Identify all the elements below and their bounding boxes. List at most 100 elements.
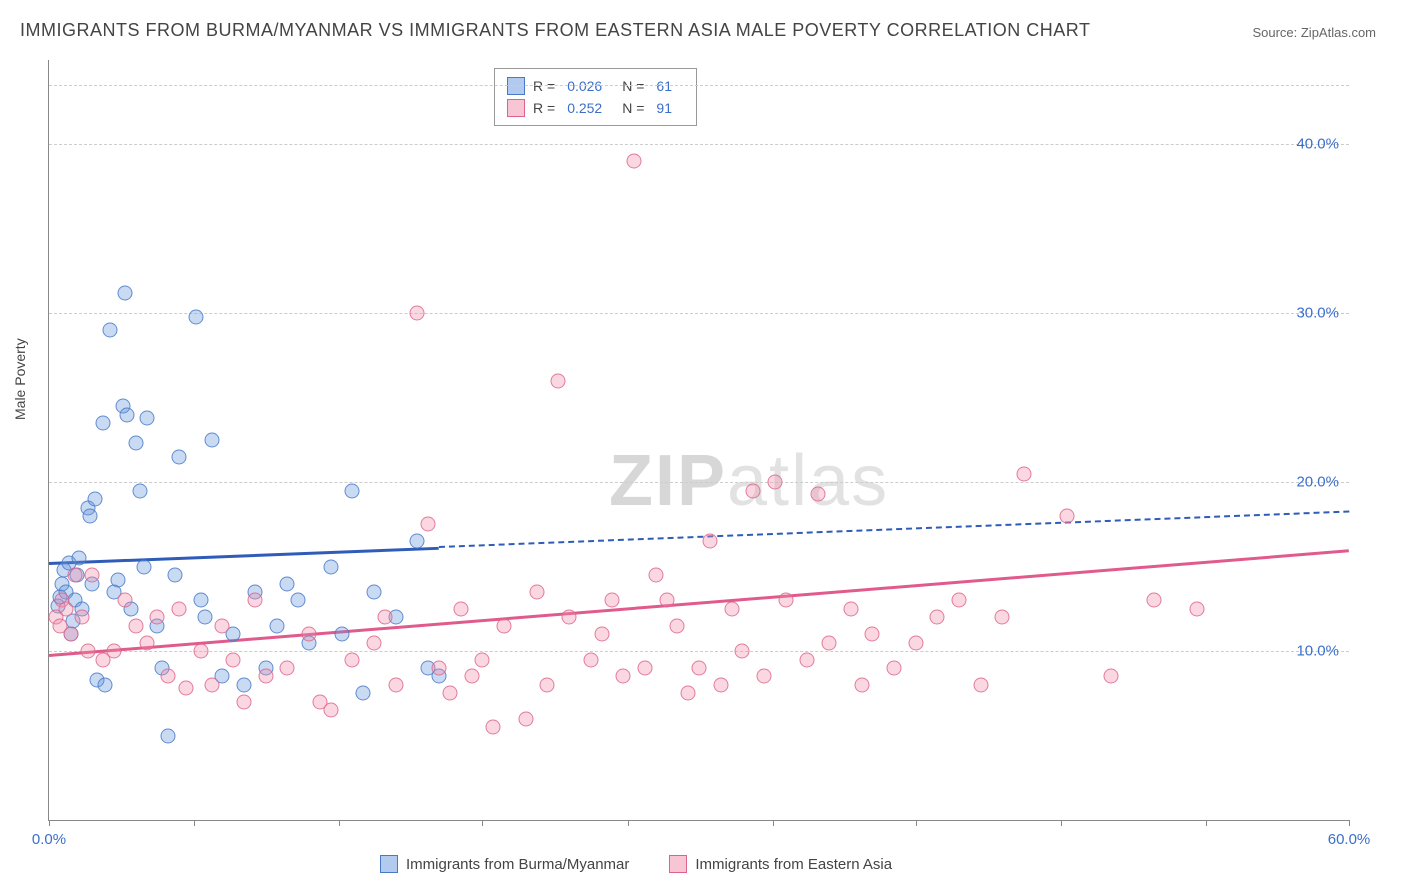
data-point-eastern_asia: [59, 601, 74, 616]
data-point-eastern_asia: [735, 644, 750, 659]
y-axis-label: Male Poverty: [12, 338, 28, 420]
x-tick-mark: [1061, 820, 1062, 826]
data-point-eastern_asia: [63, 627, 78, 642]
data-point-eastern_asia: [302, 627, 317, 642]
data-point-eastern_asia: [562, 610, 577, 625]
x-tick-mark: [194, 820, 195, 826]
data-point-eastern_asia: [583, 652, 598, 667]
data-point-eastern_asia: [1060, 509, 1075, 524]
data-point-eastern_asia: [388, 677, 403, 692]
data-point-eastern_asia: [1017, 466, 1032, 481]
x-tick-mark: [1206, 820, 1207, 826]
watermark: ZIPatlas: [609, 440, 889, 522]
data-point-burma: [102, 323, 117, 338]
data-point-burma: [137, 559, 152, 574]
data-point-burma: [133, 483, 148, 498]
series-legend: Immigrants from Burma/Myanmar Immigrants …: [380, 855, 892, 873]
data-point-burma: [167, 568, 182, 583]
data-point-burma: [367, 585, 382, 600]
data-point-burma: [139, 411, 154, 426]
trend-line-extrapolated: [439, 511, 1349, 548]
x-tick-mark: [773, 820, 774, 826]
data-point-eastern_asia: [887, 661, 902, 676]
data-point-burma: [356, 686, 371, 701]
data-point-eastern_asia: [280, 661, 295, 676]
data-point-eastern_asia: [486, 720, 501, 735]
data-point-burma: [198, 610, 213, 625]
data-point-burma: [161, 728, 176, 743]
legend-r-value: 0.252: [567, 100, 602, 116]
chart-title: IMMIGRANTS FROM BURMA/MYANMAR VS IMMIGRA…: [20, 20, 1090, 41]
data-point-eastern_asia: [237, 694, 252, 709]
data-point-eastern_asia: [746, 483, 761, 498]
legend-swatch: [380, 855, 398, 873]
data-point-eastern_asia: [204, 677, 219, 692]
legend-swatch: [669, 855, 687, 873]
data-point-eastern_asia: [193, 644, 208, 659]
legend-series-label: Immigrants from Burma/Myanmar: [406, 856, 629, 873]
data-point-eastern_asia: [908, 635, 923, 650]
data-point-eastern_asia: [713, 677, 728, 692]
gridline: [49, 144, 1349, 145]
gridline: [49, 313, 1349, 314]
legend-series-label: Immigrants from Eastern Asia: [695, 856, 892, 873]
data-point-eastern_asia: [637, 661, 652, 676]
data-point-eastern_asia: [1190, 601, 1205, 616]
data-point-eastern_asia: [529, 585, 544, 600]
data-point-burma: [291, 593, 306, 608]
x-tick-label: 0.0%: [32, 831, 66, 848]
legend-item: Immigrants from Eastern Asia: [669, 855, 892, 873]
data-point-eastern_asia: [345, 652, 360, 667]
data-point-burma: [189, 309, 204, 324]
legend-item: Immigrants from Burma/Myanmar: [380, 855, 629, 873]
data-point-eastern_asia: [150, 610, 165, 625]
data-point-eastern_asia: [475, 652, 490, 667]
y-tick-label: 30.0%: [1296, 305, 1339, 322]
correlation-legend: R =0.026N =61R =0.252N =91: [494, 68, 697, 126]
data-point-eastern_asia: [616, 669, 631, 684]
data-point-burma: [237, 677, 252, 692]
data-point-eastern_asia: [442, 686, 457, 701]
data-point-burma: [117, 286, 132, 301]
gridline: [49, 85, 1349, 86]
data-point-eastern_asia: [811, 487, 826, 502]
x-tick-mark: [339, 820, 340, 826]
data-point-eastern_asia: [757, 669, 772, 684]
data-point-eastern_asia: [995, 610, 1010, 625]
y-tick-label: 20.0%: [1296, 474, 1339, 491]
x-tick-mark: [628, 820, 629, 826]
data-point-burma: [334, 627, 349, 642]
data-point-eastern_asia: [128, 618, 143, 633]
x-tick-label: 60.0%: [1328, 831, 1371, 848]
data-point-eastern_asia: [551, 373, 566, 388]
data-point-eastern_asia: [648, 568, 663, 583]
data-point-burma: [193, 593, 208, 608]
x-tick-mark: [482, 820, 483, 826]
data-point-eastern_asia: [172, 601, 187, 616]
data-point-eastern_asia: [81, 644, 96, 659]
x-tick-mark: [916, 820, 917, 826]
source-attribution: Source: ZipAtlas.com: [1252, 25, 1376, 40]
data-point-eastern_asia: [540, 677, 555, 692]
y-tick-label: 40.0%: [1296, 136, 1339, 153]
legend-row: R =0.252N =91: [507, 97, 684, 119]
data-point-eastern_asia: [117, 593, 132, 608]
data-point-burma: [280, 576, 295, 591]
data-point-eastern_asia: [952, 593, 967, 608]
data-point-eastern_asia: [215, 618, 230, 633]
data-point-eastern_asia: [659, 593, 674, 608]
data-point-eastern_asia: [800, 652, 815, 667]
data-point-burma: [410, 534, 425, 549]
data-point-eastern_asia: [605, 593, 620, 608]
data-point-eastern_asia: [178, 681, 193, 696]
data-point-eastern_asia: [692, 661, 707, 676]
data-point-eastern_asia: [247, 593, 262, 608]
watermark-zip: ZIP: [609, 441, 727, 521]
data-point-eastern_asia: [453, 601, 468, 616]
legend-swatch: [507, 99, 525, 117]
gridline: [49, 482, 1349, 483]
data-point-eastern_asia: [778, 593, 793, 608]
data-point-eastern_asia: [107, 644, 122, 659]
data-point-eastern_asia: [1103, 669, 1118, 684]
data-point-burma: [204, 433, 219, 448]
